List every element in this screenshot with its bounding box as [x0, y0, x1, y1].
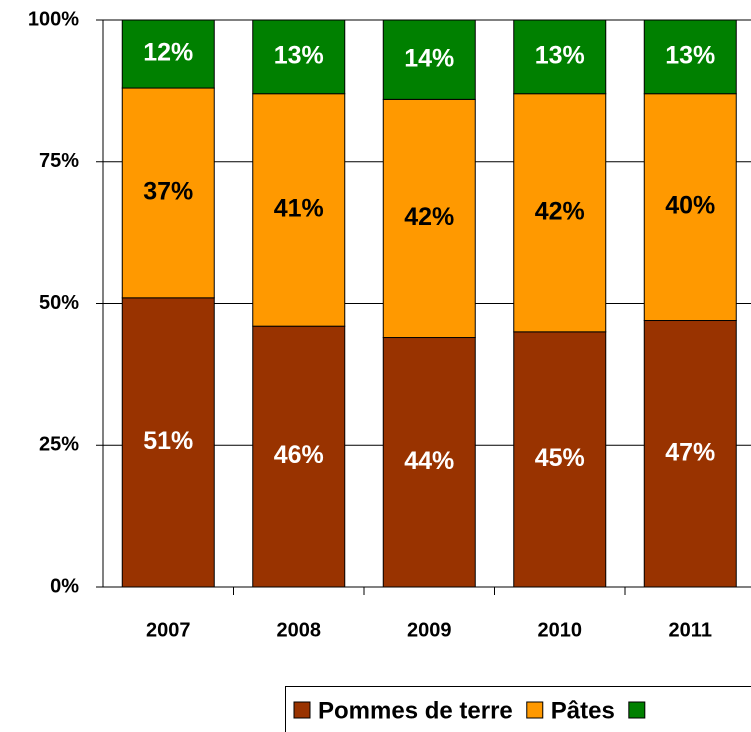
- data-label: 37%: [143, 178, 193, 206]
- bar-segment: [121, 19, 215, 89]
- y-tick-label: 25%: [39, 434, 79, 456]
- bar-segment: [513, 93, 607, 333]
- data-label: 51%: [143, 427, 193, 455]
- data-label: 12%: [143, 39, 193, 67]
- data-label: 42%: [404, 203, 454, 231]
- data-label: 47%: [665, 438, 715, 466]
- bar-segment: [382, 337, 476, 588]
- data-label: 46%: [274, 441, 324, 469]
- legend-label: Pâtes: [551, 697, 615, 724]
- legend-swatch: [628, 701, 646, 719]
- y-tick-label: 50%: [39, 292, 79, 314]
- x-tick-label: 2009: [407, 619, 452, 641]
- x-tick-label: 2007: [146, 619, 191, 641]
- bar-segment: [121, 297, 215, 588]
- bar-segment: [252, 93, 346, 327]
- bar-segment: [643, 93, 737, 322]
- bar-segment: [252, 325, 346, 588]
- legend-box: [285, 686, 751, 732]
- data-label: 42%: [535, 197, 585, 225]
- bar-segment: [252, 19, 346, 95]
- legend-label: Pommes de terre: [318, 697, 513, 724]
- bar-segment: [513, 19, 607, 95]
- y-tick-label: 75%: [39, 150, 79, 172]
- y-tick-label: 100%: [28, 8, 79, 30]
- data-label: 13%: [535, 41, 585, 69]
- data-label: 41%: [274, 195, 324, 223]
- bar-segment: [513, 331, 607, 588]
- y-tick-label: 0%: [50, 575, 79, 597]
- legend-swatch: [526, 701, 544, 719]
- bar-segment: [382, 19, 476, 100]
- data-label: 44%: [404, 447, 454, 475]
- data-label: 14%: [404, 44, 454, 72]
- legend-swatch: [293, 701, 311, 719]
- x-tick-label: 2011: [669, 619, 712, 641]
- data-label: 45%: [535, 444, 585, 472]
- data-label: 40%: [665, 192, 715, 220]
- data-label: 13%: [274, 41, 324, 69]
- bar-segment: [643, 320, 737, 588]
- bar-segment: [121, 87, 215, 299]
- x-tick-label: 2010: [538, 619, 583, 641]
- x-tick-label: 2008: [277, 619, 322, 641]
- data-label: 13%: [665, 41, 715, 69]
- bar-segment: [643, 19, 737, 95]
- bar-segment: [382, 98, 476, 339]
